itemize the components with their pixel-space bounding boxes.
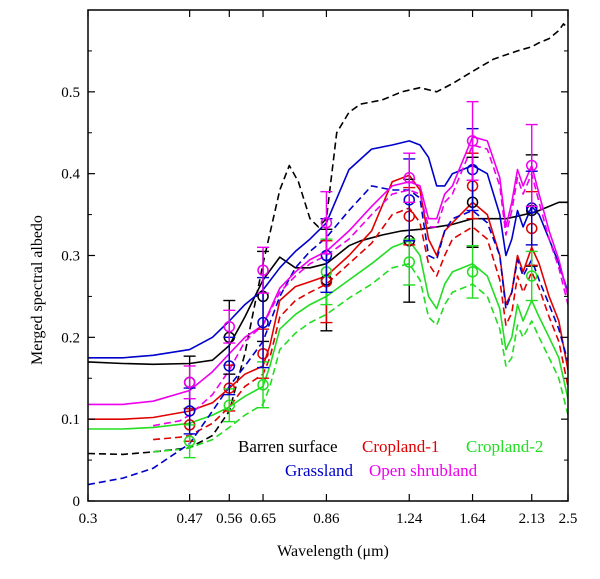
- x-tick-label: 0.47: [177, 511, 204, 527]
- legend-cropland-1: Cropland-1: [362, 437, 439, 456]
- open-shrubland-dashed-line: [152, 144, 568, 427]
- barren-surface-solid-line: [88, 201, 568, 366]
- open-shrubland-marker: [466, 135, 479, 147]
- cropland-1-dashed-line: [153, 207, 568, 441]
- cropland-2-solid-line: [88, 240, 568, 430]
- y-tick-label: 0.4: [61, 167, 80, 183]
- y-tick-label: 0: [73, 494, 81, 510]
- open-shrubland-marker: [183, 376, 196, 389]
- cropland-2-marker: [525, 270, 538, 282]
- cropland-2-dashed-line: [153, 262, 568, 453]
- x-tick-label: 1.64: [459, 511, 486, 527]
- y-axis-title: Merged spectral albedo: [29, 215, 46, 365]
- y-tick-label: 0.1: [61, 412, 80, 428]
- x-tick-label: 0.86: [313, 511, 340, 527]
- open-shrubland-marker: [525, 159, 538, 172]
- open-shrubland-marker: [223, 320, 236, 333]
- cropland-2-marker: [403, 256, 416, 268]
- cropland-2-marker: [466, 266, 479, 278]
- plot-error-bars: [183, 100, 538, 459]
- cropland-2-marker: [223, 399, 236, 412]
- x-tick-label: 2.5: [559, 511, 578, 527]
- cropland-2-marker: [183, 435, 196, 448]
- cropland-1-solid-line: [88, 174, 568, 420]
- grassland-marker: [183, 405, 196, 417]
- legend-cropland-2: Cropland-2: [466, 437, 543, 456]
- open-shrubland-solid-line: [88, 136, 568, 406]
- x-axis-ticks: 0.3 0.47 0.56 0.65 0.86 1.24 1.64 2.13 2.5: [79, 10, 578, 527]
- grassland-solid-line: [88, 140, 568, 359]
- open-shrubland-marker: [403, 172, 416, 184]
- x-axis-title: Wavelength (μm): [277, 543, 389, 560]
- y-axis-ticks: 0 0.1 0.2 0.3 0.4 0.5: [61, 50, 568, 510]
- x-tick-label: 2.13: [519, 511, 545, 527]
- grassland-dashed-line: [88, 185, 568, 486]
- x-tick-label: 0.3: [79, 511, 98, 527]
- open-shrubland-marker: [257, 264, 269, 276]
- grassland-marker: [257, 316, 269, 329]
- y-tick-label: 0.3: [61, 249, 80, 265]
- open-shrubland-marker: [320, 217, 333, 229]
- legend-open-shrubland: Open shrubland: [369, 461, 478, 480]
- x-tick-label: 0.65: [250, 511, 276, 527]
- y-tick-label: 0.5: [61, 85, 80, 101]
- y-tick-label: 0.2: [61, 330, 80, 346]
- grassland-marker: [223, 360, 236, 372]
- cropland-2-marker: [257, 379, 269, 391]
- legend: Barren surface Cropland-1 Cropland-2 Gra…: [238, 437, 543, 480]
- legend-barren-surface: Barren surface: [238, 437, 338, 456]
- x-tick-label: 1.24: [396, 511, 423, 527]
- x-tick-label: 0.56: [216, 511, 243, 527]
- legend-grassland: Grassland: [285, 461, 353, 480]
